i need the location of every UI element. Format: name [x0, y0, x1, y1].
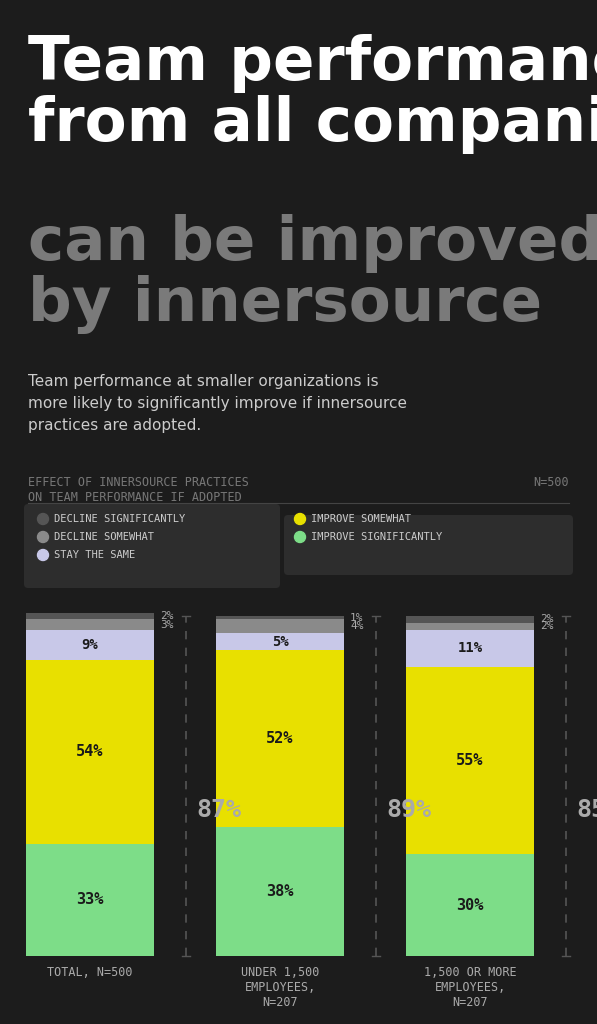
Text: IMPROVE SIGNIFICANTLY: IMPROVE SIGNIFICANTLY: [311, 532, 442, 542]
Bar: [216, 826, 344, 956]
Circle shape: [294, 513, 306, 524]
Circle shape: [294, 531, 306, 543]
Text: 2%: 2%: [540, 614, 553, 625]
Text: 9%: 9%: [82, 638, 99, 652]
Text: DECLINE SIGNIFICANTLY: DECLINE SIGNIFICANTLY: [54, 514, 185, 524]
FancyBboxPatch shape: [24, 504, 280, 588]
Text: 52%: 52%: [266, 731, 294, 745]
Text: 54%: 54%: [76, 744, 104, 760]
Text: STAY THE SAME: STAY THE SAME: [54, 550, 136, 560]
Text: N=500: N=500: [533, 476, 569, 489]
Text: DECLINE SOMEWHAT: DECLINE SOMEWHAT: [54, 532, 154, 542]
Bar: [26, 630, 154, 660]
Bar: [216, 633, 344, 650]
Text: 85%: 85%: [576, 798, 597, 822]
Bar: [216, 616, 344, 620]
Text: 4%: 4%: [350, 622, 364, 631]
Text: TOTAL, N=500: TOTAL, N=500: [47, 966, 133, 979]
Text: 30%: 30%: [456, 897, 484, 912]
Text: 87%: 87%: [196, 798, 241, 822]
Bar: [26, 612, 154, 620]
Bar: [406, 854, 534, 956]
Text: 1%: 1%: [350, 612, 364, 623]
Bar: [26, 844, 154, 956]
Text: 2%: 2%: [160, 611, 174, 621]
Text: 11%: 11%: [457, 641, 482, 655]
Circle shape: [38, 550, 48, 560]
Text: 1,500 OR MORE
EMPLOYEES,
N=207: 1,500 OR MORE EMPLOYEES, N=207: [424, 966, 516, 1009]
Bar: [216, 620, 344, 633]
Text: UNDER 1,500
EMPLOYEES,
N=207: UNDER 1,500 EMPLOYEES, N=207: [241, 966, 319, 1009]
FancyBboxPatch shape: [284, 515, 573, 575]
Circle shape: [38, 513, 48, 524]
Text: ON TEAM PERFORMANCE IF ADOPTED: ON TEAM PERFORMANCE IF ADOPTED: [28, 490, 242, 504]
Text: Team performance
from all companies: Team performance from all companies: [28, 34, 597, 155]
Circle shape: [38, 531, 48, 543]
Text: 33%: 33%: [76, 892, 104, 907]
Bar: [26, 660, 154, 844]
Text: Team performance at smaller organizations is
more likely to significantly improv: Team performance at smaller organization…: [28, 374, 407, 433]
Text: can be improved
by innersource: can be improved by innersource: [28, 214, 597, 334]
Text: 3%: 3%: [160, 620, 174, 630]
Bar: [406, 623, 534, 630]
Text: 2%: 2%: [540, 622, 553, 631]
Bar: [406, 616, 534, 623]
Bar: [406, 630, 534, 667]
Bar: [216, 650, 344, 826]
Bar: [26, 620, 154, 630]
Text: 55%: 55%: [456, 753, 484, 768]
Text: 5%: 5%: [272, 635, 288, 648]
Text: IMPROVE SOMEWHAT: IMPROVE SOMEWHAT: [311, 514, 411, 524]
Bar: [406, 667, 534, 854]
Text: EFFECT OF INNERSOURCE PRACTICES: EFFECT OF INNERSOURCE PRACTICES: [28, 476, 249, 489]
Text: 38%: 38%: [266, 884, 294, 899]
Text: 89%: 89%: [386, 798, 431, 822]
